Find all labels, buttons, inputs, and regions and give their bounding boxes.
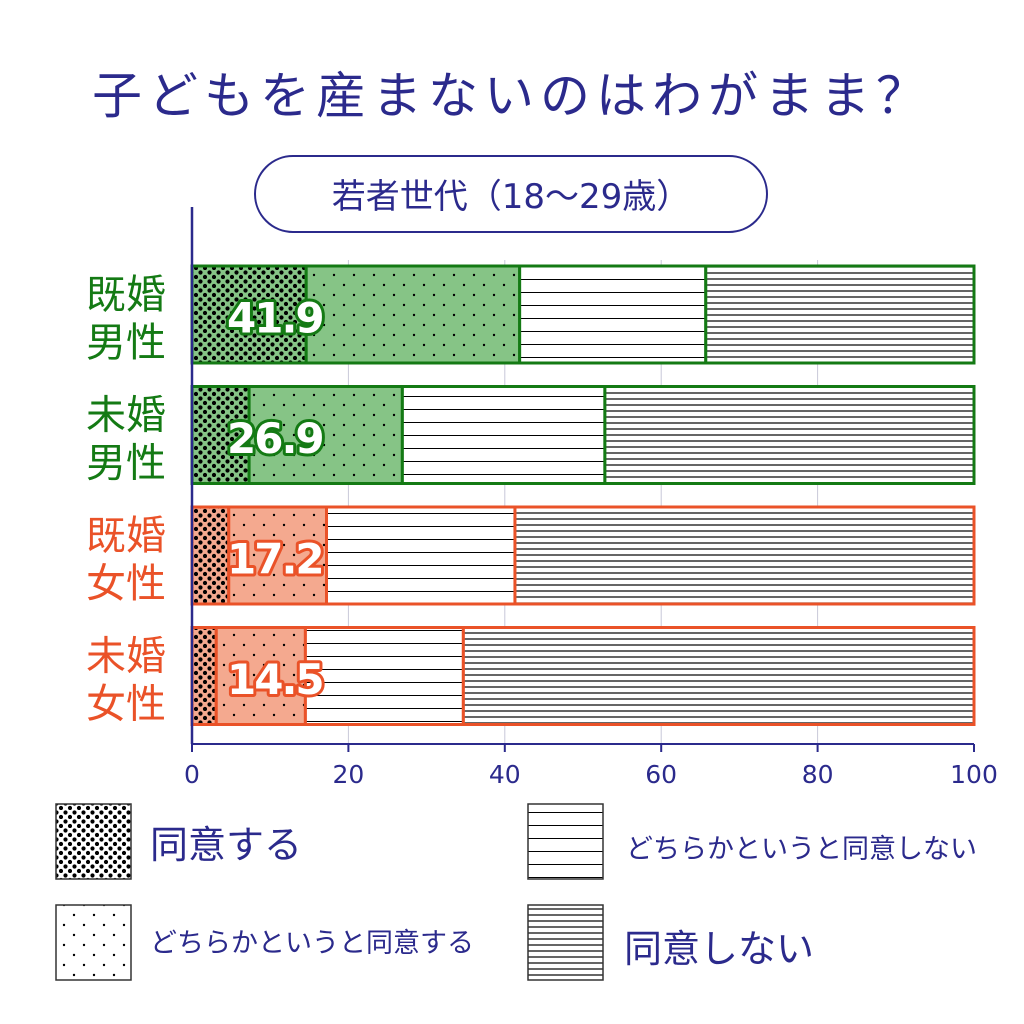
category-label-line2: 女性: [86, 682, 166, 728]
subtitle-badge: 若者世代（18〜29歳）: [254, 155, 768, 233]
legend-label: 同意する: [150, 823, 302, 867]
chart-title: 子どもを産まないのはわがまま？: [92, 67, 932, 125]
bar-segment: [304, 264, 522, 365]
bar-group: 26.9: [190, 385, 976, 485]
bar-segment: [400, 385, 607, 485]
x-tick-label: 100: [950, 760, 998, 789]
category-label-line1: 既婚: [86, 513, 166, 559]
x-tick-label: 0: [184, 760, 200, 789]
bar-segment: [518, 264, 708, 365]
x-axis-ticks: 0 20 40 60 80 100: [184, 744, 998, 789]
x-tick-label: 80: [802, 760, 834, 789]
category-label-line2: 男性: [86, 441, 166, 487]
bar-highlight-value: 26.9: [227, 414, 323, 463]
bar-segment: [603, 385, 976, 485]
legend-label: 同意しない: [624, 927, 814, 971]
legend-swatch: [55, 904, 132, 981]
legend-label: どちらかというと同意する: [150, 928, 474, 959]
bar-segment: [303, 626, 465, 726]
bar-segment: [190, 626, 218, 726]
legend-label: どちらかというと同意しない: [626, 834, 977, 865]
legend-item: 同意する: [55, 803, 302, 880]
bar-segment: [325, 505, 517, 606]
bar-highlight-value: 17.2: [227, 535, 323, 584]
chart-subtitle: 若者世代（18〜29歳）: [332, 177, 691, 217]
bar-segment: [704, 264, 976, 365]
bar-segment: [513, 505, 976, 606]
legend-item: 同意しない: [527, 904, 814, 981]
legend-swatch: [527, 803, 604, 880]
legend-item: どちらかというと同意する: [55, 904, 474, 981]
x-tick-label: 40: [489, 760, 521, 789]
bar-group: 41.9: [190, 264, 976, 365]
bar-highlight-value: 41.9: [227, 294, 323, 343]
category-label-line1: 未婚: [86, 393, 166, 439]
subtitle-pill: [254, 155, 768, 233]
bars: 41.9 26.9 17.2 14.5: [190, 264, 976, 726]
bar-group: 17.2: [190, 505, 976, 606]
bar-segment: [214, 626, 307, 726]
category-label-line2: 女性: [86, 561, 166, 607]
bar-segment: [461, 626, 976, 726]
bar-segment: [190, 385, 251, 485]
bar-group: 14.5: [190, 626, 976, 726]
x-tick-label: 60: [645, 760, 677, 789]
legend-item: どちらかというと同意しない: [527, 803, 977, 880]
bar-segment: [247, 385, 404, 485]
category-label-line1: 既婚: [86, 272, 166, 318]
bar-highlight-value: 14.5: [227, 655, 323, 704]
legend-swatch: [527, 904, 604, 981]
x-tick-label: 20: [332, 760, 364, 789]
category-label-line2: 男性: [86, 320, 166, 366]
legend-swatch: [55, 803, 132, 880]
bar-segment: [190, 505, 231, 606]
category-label-line1: 未婚: [86, 634, 166, 680]
